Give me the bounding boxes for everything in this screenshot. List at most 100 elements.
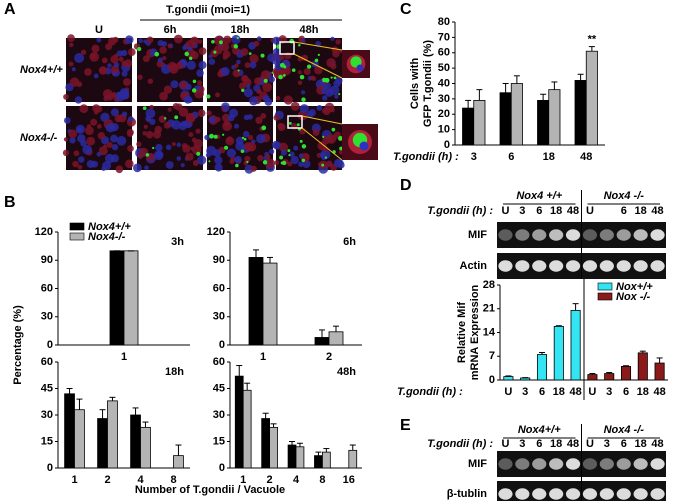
cell-stain bbox=[74, 52, 85, 63]
x-tick-label: 48 bbox=[569, 386, 581, 398]
cell-stain bbox=[280, 149, 287, 156]
cell-stain bbox=[95, 105, 103, 113]
parasite bbox=[278, 74, 283, 80]
cell-stain bbox=[194, 88, 204, 99]
panel-letter: D bbox=[400, 177, 412, 194]
bar bbox=[248, 257, 264, 346]
bar bbox=[585, 50, 598, 146]
cell-stain bbox=[186, 60, 196, 70]
cell-stain bbox=[249, 54, 259, 64]
band bbox=[498, 488, 513, 500]
parasite bbox=[142, 106, 147, 111]
infection-label: T.gondii (moi=1) bbox=[166, 4, 250, 16]
parasite bbox=[243, 137, 247, 141]
bar bbox=[570, 310, 581, 381]
parasite bbox=[321, 163, 325, 167]
cell-stain bbox=[74, 96, 83, 104]
parasite bbox=[261, 125, 267, 131]
group-label: Nox4+/+ bbox=[518, 424, 561, 436]
bar bbox=[537, 100, 550, 146]
cell-stain bbox=[322, 95, 328, 101]
parasite bbox=[196, 151, 201, 156]
bar bbox=[654, 362, 665, 381]
parasite bbox=[291, 68, 296, 72]
cell-stain bbox=[197, 39, 203, 44]
cell-stain bbox=[118, 56, 124, 62]
bar bbox=[261, 418, 270, 469]
cell-stain bbox=[268, 76, 275, 83]
cell-stain bbox=[319, 152, 326, 158]
cell-stain bbox=[167, 43, 172, 49]
parasite bbox=[152, 146, 155, 150]
band bbox=[532, 229, 547, 241]
parasite bbox=[299, 74, 305, 80]
lane-label: 3 bbox=[519, 205, 525, 217]
band bbox=[515, 229, 530, 241]
cell-stain bbox=[142, 55, 150, 63]
cell-stain bbox=[110, 108, 119, 117]
cell-stain bbox=[68, 129, 78, 139]
cell-stain bbox=[80, 140, 87, 147]
y-tick-label: 30 bbox=[438, 93, 450, 105]
x-tick-label: 2 bbox=[267, 474, 273, 486]
zoom-line bbox=[301, 127, 343, 161]
cell-stain bbox=[127, 145, 134, 152]
cell-stain bbox=[214, 156, 223, 165]
subplot-title: 6h bbox=[343, 236, 356, 248]
parasite bbox=[192, 79, 197, 84]
lane-label: 18 bbox=[635, 205, 647, 217]
parasite bbox=[219, 40, 223, 45]
cell-stain bbox=[234, 63, 239, 68]
cell-stain bbox=[190, 36, 199, 46]
cell-stain bbox=[127, 48, 136, 56]
cell-stain bbox=[256, 36, 262, 41]
parasite bbox=[299, 139, 303, 143]
cell-stain bbox=[242, 130, 250, 138]
cell-stain bbox=[310, 75, 315, 80]
cell-stain bbox=[76, 81, 83, 88]
cell-stain bbox=[149, 118, 156, 125]
cell-stain bbox=[242, 75, 248, 81]
bar bbox=[123, 250, 139, 346]
cell-stain bbox=[105, 43, 113, 51]
parasite bbox=[209, 133, 214, 139]
lane-label: 18 bbox=[550, 438, 562, 450]
lane-label: U bbox=[586, 438, 594, 450]
parasite bbox=[331, 127, 336, 132]
zoom-line bbox=[293, 41, 343, 51]
group-label: Nox4 -/- bbox=[604, 190, 645, 202]
panel-letter: C bbox=[400, 1, 412, 18]
row-label: Nox4+/+ bbox=[20, 64, 63, 76]
band bbox=[565, 229, 581, 241]
cell-stain bbox=[167, 61, 177, 71]
y-tick-label: 45 bbox=[41, 382, 53, 394]
cell-stain bbox=[91, 44, 100, 53]
bar bbox=[107, 400, 118, 469]
cell-stain bbox=[255, 116, 263, 124]
cell-stain bbox=[222, 121, 233, 132]
cell-stain bbox=[229, 108, 238, 118]
cell-stain bbox=[297, 80, 303, 86]
cell-stain bbox=[157, 57, 163, 63]
parasite bbox=[296, 123, 300, 127]
lane-label: 6 bbox=[621, 205, 627, 217]
band bbox=[599, 458, 614, 470]
parasite bbox=[338, 93, 341, 96]
cell-stain bbox=[314, 66, 323, 75]
lane-label: 6 bbox=[621, 438, 627, 450]
cell-stain bbox=[329, 85, 340, 96]
legend-swatch bbox=[597, 292, 613, 301]
band bbox=[616, 229, 631, 241]
cell-stain bbox=[232, 46, 240, 55]
band bbox=[515, 458, 530, 470]
band bbox=[532, 260, 547, 272]
cell-stain bbox=[176, 156, 182, 161]
group-label: Nox4 -/- bbox=[604, 424, 645, 436]
band bbox=[515, 488, 530, 500]
cell-stain bbox=[176, 142, 182, 148]
cell-stain bbox=[284, 52, 292, 60]
cell-stain bbox=[155, 143, 163, 152]
cell-stain bbox=[274, 160, 280, 166]
cell-stain bbox=[222, 55, 228, 60]
